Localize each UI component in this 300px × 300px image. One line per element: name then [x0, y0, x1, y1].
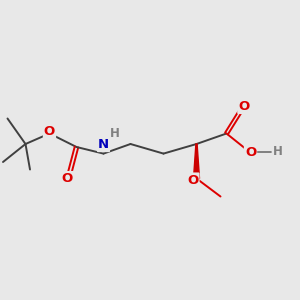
Text: O: O — [187, 173, 199, 187]
Text: H: H — [110, 127, 120, 140]
Text: N: N — [98, 138, 109, 151]
Text: O: O — [245, 146, 256, 159]
Text: O: O — [44, 124, 55, 138]
Polygon shape — [194, 144, 200, 178]
Text: O: O — [62, 172, 73, 185]
Text: O: O — [238, 100, 250, 113]
Text: H: H — [273, 145, 282, 158]
